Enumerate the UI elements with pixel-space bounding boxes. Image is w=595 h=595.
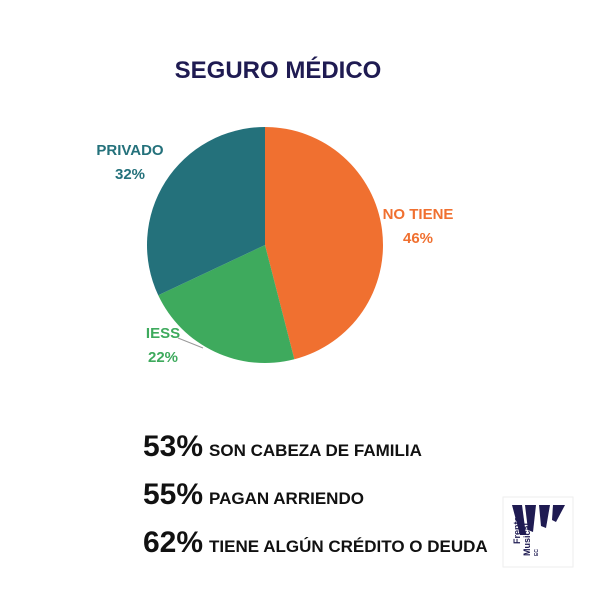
logo-stripe [525, 505, 536, 532]
chart-title: SEGURO MÉDICO [175, 56, 382, 84]
stat-figure: 55% [143, 478, 203, 511]
stat-figure: 53% [143, 430, 203, 463]
stat-text: PAGAN ARRIENDO [209, 489, 364, 508]
pie-slice [265, 127, 384, 360]
logo-text: EC [534, 549, 540, 556]
pie-slice [147, 126, 265, 296]
logo-text: Musical [522, 523, 532, 556]
slice-label: PRIVADO [96, 142, 164, 159]
stat-text: TIENE ALGÚN CRÉDITO O DEUDA [209, 537, 488, 556]
stats: 53% SON CABEZA DE FAMILIA 55% PAGAN ARRIEND… [143, 430, 488, 559]
slice-value: 32% [115, 166, 145, 183]
logo-stripe [512, 505, 526, 535]
logo-text: Frente [512, 516, 522, 544]
stat-line: 53% SON CABEZA DE FAMILIA [143, 430, 422, 463]
stat-figure: 62% [143, 526, 203, 559]
leader-line [177, 337, 204, 349]
logo-stripe [539, 505, 550, 528]
stat-line: 62% TIENE ALGÚN CRÉDITO O DEUDA [143, 526, 488, 559]
logo-stripe [552, 505, 565, 522]
slice-value: 46% [403, 230, 433, 247]
pie-slice [158, 245, 295, 363]
slice-label: NO TIENE [383, 206, 454, 223]
stat-line: 55% PAGAN ARRIENDO [143, 478, 364, 511]
logo: Frente Musical EC [502, 496, 574, 568]
stat-text: SON CABEZA DE FAMILIA [209, 441, 422, 460]
slice-label: IESS [146, 325, 180, 342]
slice-value: 22% [148, 349, 178, 366]
